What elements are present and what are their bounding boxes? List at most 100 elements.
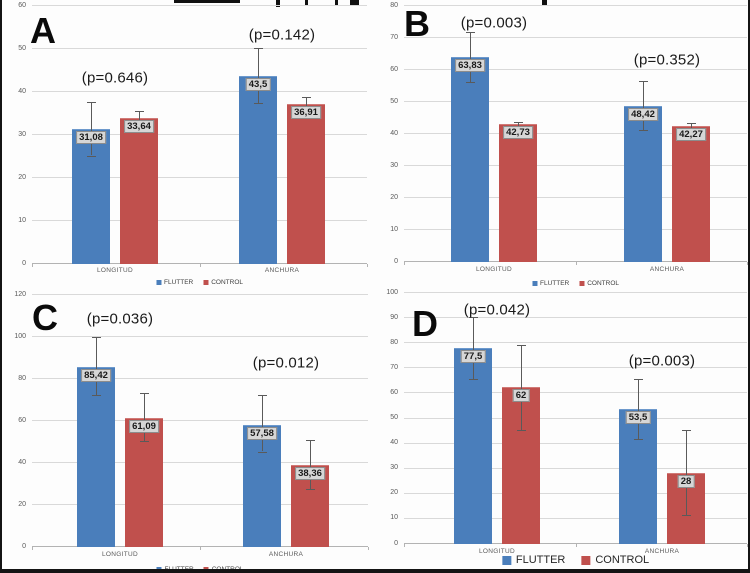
flutter-swatch-icon (156, 567, 162, 569)
error-bar-control-anchura (691, 123, 692, 128)
error-bar-cap (638, 130, 648, 132)
legend: FLUTTER CONTROL (155, 279, 243, 286)
gridline (404, 442, 747, 444)
error-bar-control-longitud (518, 122, 519, 127)
y-tick-label: 50 (18, 44, 26, 52)
legend-item-control: CONTROL (579, 280, 619, 287)
y-tick-label: 10 (390, 225, 398, 233)
gridline (32, 48, 367, 49)
error-bar-cap (465, 32, 475, 34)
error-bar-flutter-anchura (643, 81, 644, 131)
p-value-label-longitud: (p=0.036) (86, 310, 154, 328)
error-bar-flutter-anchura (262, 394, 263, 452)
y-tick-label: 10 (390, 514, 398, 522)
y-tick-label: 0 (22, 542, 26, 550)
gridline (32, 378, 368, 379)
error-bar-flutter-anchura (258, 48, 259, 103)
legend: FLUTTER CONTROL (156, 566, 244, 573)
error-bar-cap (681, 515, 691, 517)
error-bar-cap (633, 378, 643, 380)
y-tick-label: 80 (18, 374, 26, 382)
category-tick-mark (404, 262, 405, 265)
cropped-title-fragment (350, 0, 359, 5)
gridline (404, 392, 747, 394)
panel-letter-c: C (32, 297, 58, 338)
gridline (404, 69, 747, 70)
error-bar-cap (86, 155, 96, 157)
data-label-control-longitud: 42,73 (503, 126, 533, 140)
error-bar-cap (139, 392, 149, 394)
data-label-control-longitud: 33,64 (124, 120, 154, 134)
p-value-label-anchura: (p=0.142) (248, 26, 316, 44)
control-swatch-icon (579, 281, 585, 286)
p-value-label-anchura: (p=0.352) (633, 51, 701, 69)
data-label-flutter-anchura: 53,5 (625, 410, 651, 424)
error-bar-cap (134, 110, 144, 112)
y-tick-label: 70 (390, 363, 398, 371)
y-tick-label: 40 (390, 129, 398, 137)
error-bar-cap (468, 317, 478, 319)
p-value-label-longitud: (p=0.042) (463, 301, 531, 319)
panel-letter-b: B (404, 3, 430, 44)
error-bar-control-longitud (144, 392, 145, 441)
error-bar-cap (257, 451, 267, 453)
y-tick-label: 20 (18, 173, 26, 181)
category-tick-mark (200, 547, 201, 550)
error-bar-cap (257, 394, 267, 396)
bar-control-longitud (120, 118, 158, 264)
error-bar-cap (468, 378, 478, 380)
gridline (404, 367, 747, 369)
control-swatch-icon (581, 555, 591, 565)
data-label-flutter-anchura: 57,58 (247, 427, 277, 441)
y-tick-label: 20 (390, 489, 398, 497)
gridline (32, 294, 368, 295)
y-tick-label: 80 (390, 1, 398, 9)
category-label-anchura: ANCHURA (649, 266, 685, 273)
error-bar-cap (681, 430, 691, 432)
category-tick-mark (747, 544, 748, 547)
error-bar-cap (253, 102, 263, 104)
legend-label: FLUTTER (539, 280, 570, 287)
legend-item-flutter: FLUTTER (156, 566, 194, 569)
error-bar-control-longitud (521, 344, 522, 431)
x-axis-line (32, 263, 367, 264)
error-bar-cap (686, 123, 696, 125)
legend-label: CONTROL (211, 566, 244, 573)
x-axis-line (32, 546, 368, 547)
category-tick-mark (32, 547, 33, 550)
category-label-longitud: LONGITUD (97, 267, 133, 274)
panel-letter-d: D (412, 303, 438, 344)
category-label-anchura: ANCHURA (264, 267, 300, 274)
gridline (32, 177, 367, 178)
gridline (404, 467, 747, 469)
error-bar-cap (516, 344, 526, 346)
y-tick-label: 30 (18, 130, 26, 138)
gridline (32, 462, 368, 463)
y-tick-label: 0 (394, 539, 398, 547)
legend-item-control: CONTROL (581, 554, 649, 566)
panel-letter-a: A (30, 10, 56, 51)
gridline (32, 504, 368, 505)
p-value-label-longitud: (p=0.646) (81, 69, 149, 87)
p-value-label-anchura: (p=0.012) (252, 354, 320, 372)
y-tick-label: 40 (18, 458, 26, 466)
bar-flutter-anchura (239, 75, 277, 264)
error-bar-flutter-longitud (91, 102, 92, 156)
gridline (404, 417, 747, 419)
y-tick-label: 80 (390, 338, 398, 346)
legend: FLUTTER CONTROL (531, 280, 619, 287)
error-bar-cap (86, 102, 96, 104)
data-label-flutter-longitud: 63,83 (455, 58, 485, 72)
data-label-flutter-longitud: 85,42 (81, 368, 111, 382)
y-tick-label: 60 (18, 1, 26, 9)
error-bar-cap (139, 441, 149, 442)
error-bar-cap (638, 81, 648, 83)
bar-control-longitud (499, 124, 537, 262)
legend-item-flutter: FLUTTER (155, 279, 193, 286)
error-bar-cap (91, 394, 101, 396)
category-tick-mark (575, 262, 577, 265)
legend-label: FLUTTER (515, 554, 566, 566)
data-label-flutter-anchura: 48,42 (628, 108, 658, 122)
error-bar-cap (465, 81, 475, 83)
